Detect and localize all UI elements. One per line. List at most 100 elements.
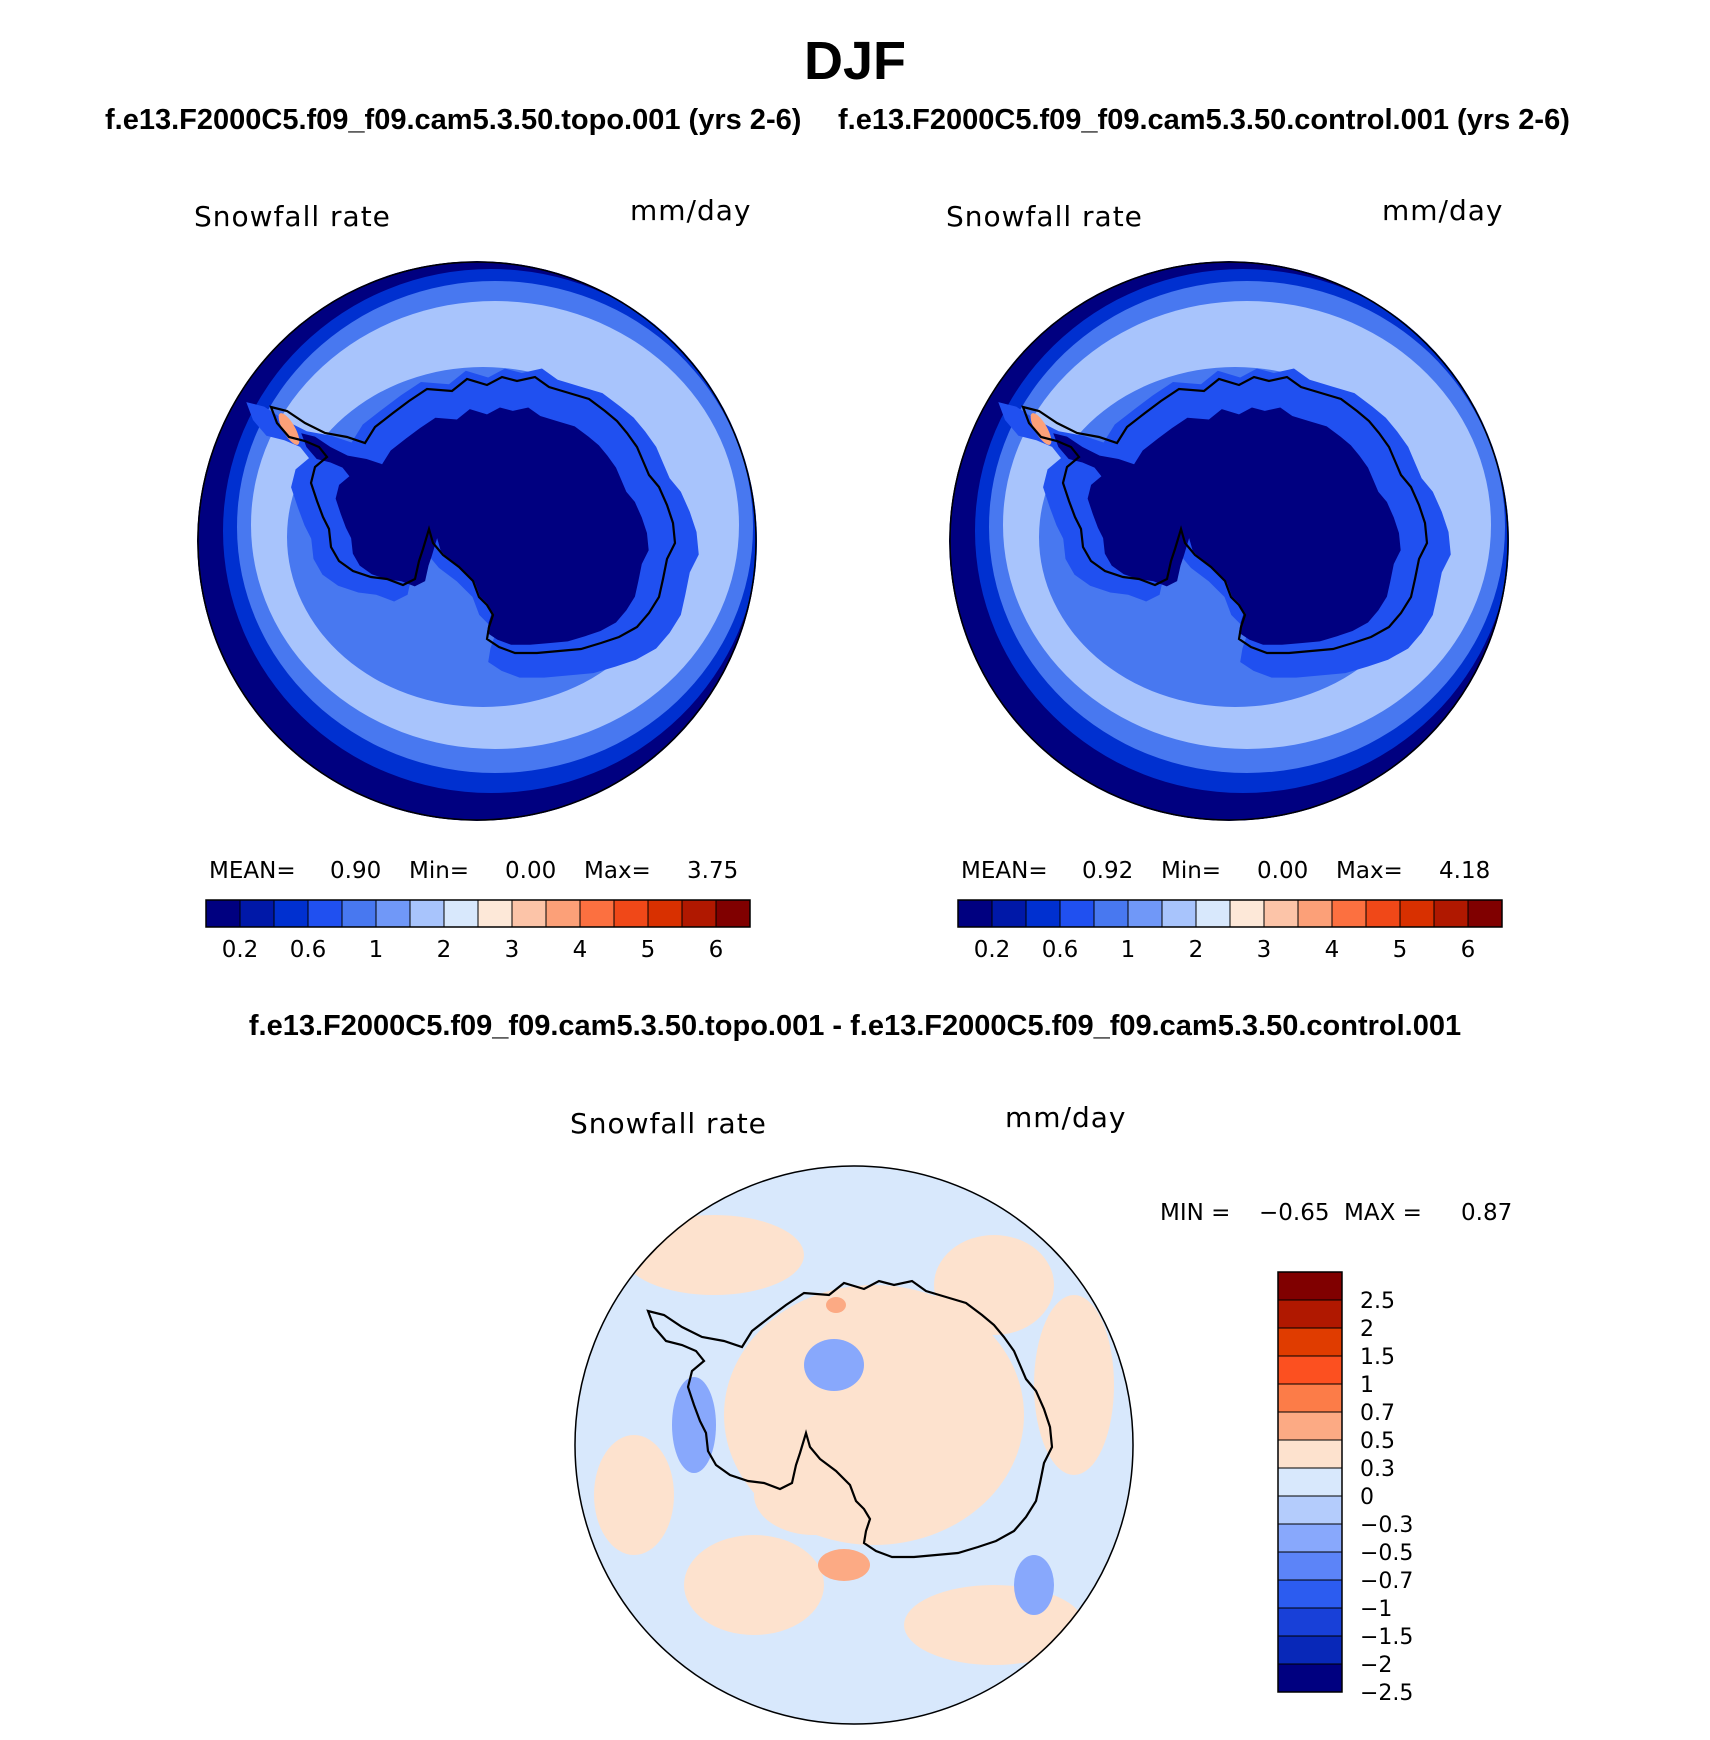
colorbar-frame: [205, 899, 751, 928]
map-boundary: [197, 261, 757, 821]
colorbar-bin: [1127, 899, 1163, 928]
colorbar-bin: [1229, 899, 1265, 928]
panel-right-case-title: f.e13.F2000C5.f09_f09.cam5.3.50.control.…: [838, 104, 1570, 136]
colorbar-bin: [715, 899, 751, 928]
colorbar-bin: [1277, 1271, 1343, 1301]
colorbar-tick-label: −2.5: [1360, 1681, 1413, 1706]
colorbar-bin: [1263, 899, 1299, 928]
colorbar-tick-label: 3: [1257, 937, 1272, 963]
panel-left-max-label: Max=: [584, 858, 651, 884]
colorbar-tick-label: −1.5: [1360, 1625, 1413, 1650]
panel-right-min-value: 0.00: [1257, 858, 1309, 884]
colorbar-tick-label: 0: [1360, 1485, 1374, 1510]
ice-interior: [301, 407, 649, 645]
peninsula-maximum: [278, 413, 300, 445]
map-difference: [574, 1165, 1134, 1725]
colorbar-difference: 2.5 2 1.5 1 0.7 0.5 0.3 0 −0.3 −0.5 −0.7 −1 −1.5 −2 −2…: [1277, 1271, 1413, 1706]
panel-right-mean-value: 0.92: [1082, 858, 1134, 884]
colorbar-bin: [1277, 1551, 1343, 1581]
colorbar-tick-label: 4: [1325, 937, 1340, 963]
colorbar-tick-label: 0.6: [290, 937, 327, 963]
colorbar-bin: [1277, 1495, 1343, 1525]
panel-right-mean-label: MEAN=: [961, 858, 1048, 884]
panel-right-variable-label: Snowfall rate: [946, 200, 1143, 233]
negative-anomaly-patch: [804, 1339, 864, 1391]
colorbar-bin: [647, 899, 683, 928]
difference-units-label: mm/day: [1005, 1101, 1127, 1134]
colorbar-tick-label: 2.5: [1360, 1289, 1395, 1314]
colorbar-bin: [1093, 899, 1129, 928]
colorbar-bin: [579, 899, 615, 928]
colorbar-bin: [613, 899, 649, 928]
positive-anomaly-patch: [594, 1435, 674, 1555]
panel-left-min-value: 0.00: [505, 858, 557, 884]
colorbar-tick-label: 1: [369, 937, 384, 963]
colorbar-tick-label: −2: [1360, 1653, 1392, 1678]
colorbar-bin: [1277, 1635, 1343, 1665]
panel-right-min-label: Min=: [1161, 858, 1222, 884]
antarctic-coastline: [1021, 375, 1429, 655]
colorbar-bin: [1277, 1467, 1343, 1497]
colorbar-tick-label: 5: [641, 937, 656, 963]
positive-anomaly-patch: [684, 1535, 824, 1635]
panel-right-max-label: Max=: [1336, 858, 1403, 884]
colorbar-bin: [443, 899, 479, 928]
colorbar-bin: [545, 899, 581, 928]
colorbar-bin: [1277, 1299, 1343, 1329]
ice-interior: [1053, 407, 1401, 645]
colorbar-tick-label: 4: [573, 937, 588, 963]
colorbar-tick-label: 1: [1121, 937, 1136, 963]
difference-min-value: −0.65: [1259, 1200, 1330, 1226]
colorbar-tick-label: 0.2: [974, 937, 1011, 963]
colorbar-bin: [511, 899, 547, 928]
difference-title: f.e13.F2000C5.f09_f09.cam5.3.50.topo.001…: [248, 1010, 1462, 1042]
colorbar-bin: [341, 899, 377, 928]
antarctic-coastline: [646, 1279, 1054, 1559]
difference-min-label: MIN =: [1160, 1200, 1231, 1226]
positive-anomaly-patch: [1034, 1295, 1114, 1475]
colorbar-bin: [1399, 899, 1435, 928]
colorbar-bin: [957, 899, 993, 928]
panel-left-variable-label: Snowfall rate: [194, 200, 391, 233]
colorbar-bin: [991, 899, 1027, 928]
panel-left-case-title: f.e13.F2000C5.f09_f09.cam5.3.50.topo.001…: [105, 104, 802, 136]
positive-anomaly-peak: [826, 1297, 846, 1313]
difference-variable-label: Snowfall rate: [570, 1107, 767, 1140]
colorbar-bin: [1277, 1383, 1343, 1413]
map-right-control: [949, 261, 1509, 821]
colorbar-bin: [1277, 1607, 1343, 1637]
negative-anomaly-patch: [672, 1377, 716, 1473]
panel-left-mean-label: MEAN=: [209, 858, 296, 884]
colorbar-bin: [1277, 1355, 1343, 1385]
colorbar-tick-label: 1.5: [1360, 1345, 1395, 1370]
panel-right-max-value: 4.18: [1439, 858, 1491, 884]
colorbar-bin: [1161, 899, 1197, 928]
colorbar-bin: [1365, 899, 1401, 928]
colorbar-tick-label: 0.2: [222, 937, 259, 963]
panel-left-mean-value: 0.90: [330, 858, 382, 884]
colorbar-tick-label: 0.7: [1360, 1401, 1395, 1426]
colorbar-bin: [205, 899, 241, 928]
colorbar-bin: [1277, 1439, 1343, 1469]
colorbar-bin: [375, 899, 411, 928]
colorbar-bin: [1433, 899, 1469, 928]
colorbar-bin: [1277, 1579, 1343, 1609]
colorbar-tick-label: −0.3: [1360, 1513, 1413, 1538]
colorbar-bin: [1277, 1411, 1343, 1441]
colorbar-tick-label: 1: [1360, 1373, 1374, 1398]
difference-max-label: MAX =: [1344, 1200, 1422, 1226]
colorbar-tick-label: −0.5: [1360, 1541, 1413, 1566]
colorbar-bin: [477, 899, 513, 928]
panel-right-units-label: mm/day: [1382, 194, 1504, 227]
colorbar-tick-label: 6: [709, 937, 724, 963]
positive-anomaly-patch: [934, 1235, 1054, 1335]
peninsula-maximum: [1030, 413, 1052, 445]
colorbar-tick-label: −0.7: [1360, 1569, 1413, 1594]
colorbar-bin: [1195, 899, 1231, 928]
colorbar-bin: [681, 899, 717, 928]
colorbar-bin: [1297, 899, 1333, 928]
antarctic-coastline: [269, 375, 677, 655]
colorbar-bin: [1277, 1523, 1343, 1553]
colorbar-tick-label: 0.5: [1360, 1429, 1395, 1454]
negative-anomaly-patch: [1014, 1555, 1054, 1615]
